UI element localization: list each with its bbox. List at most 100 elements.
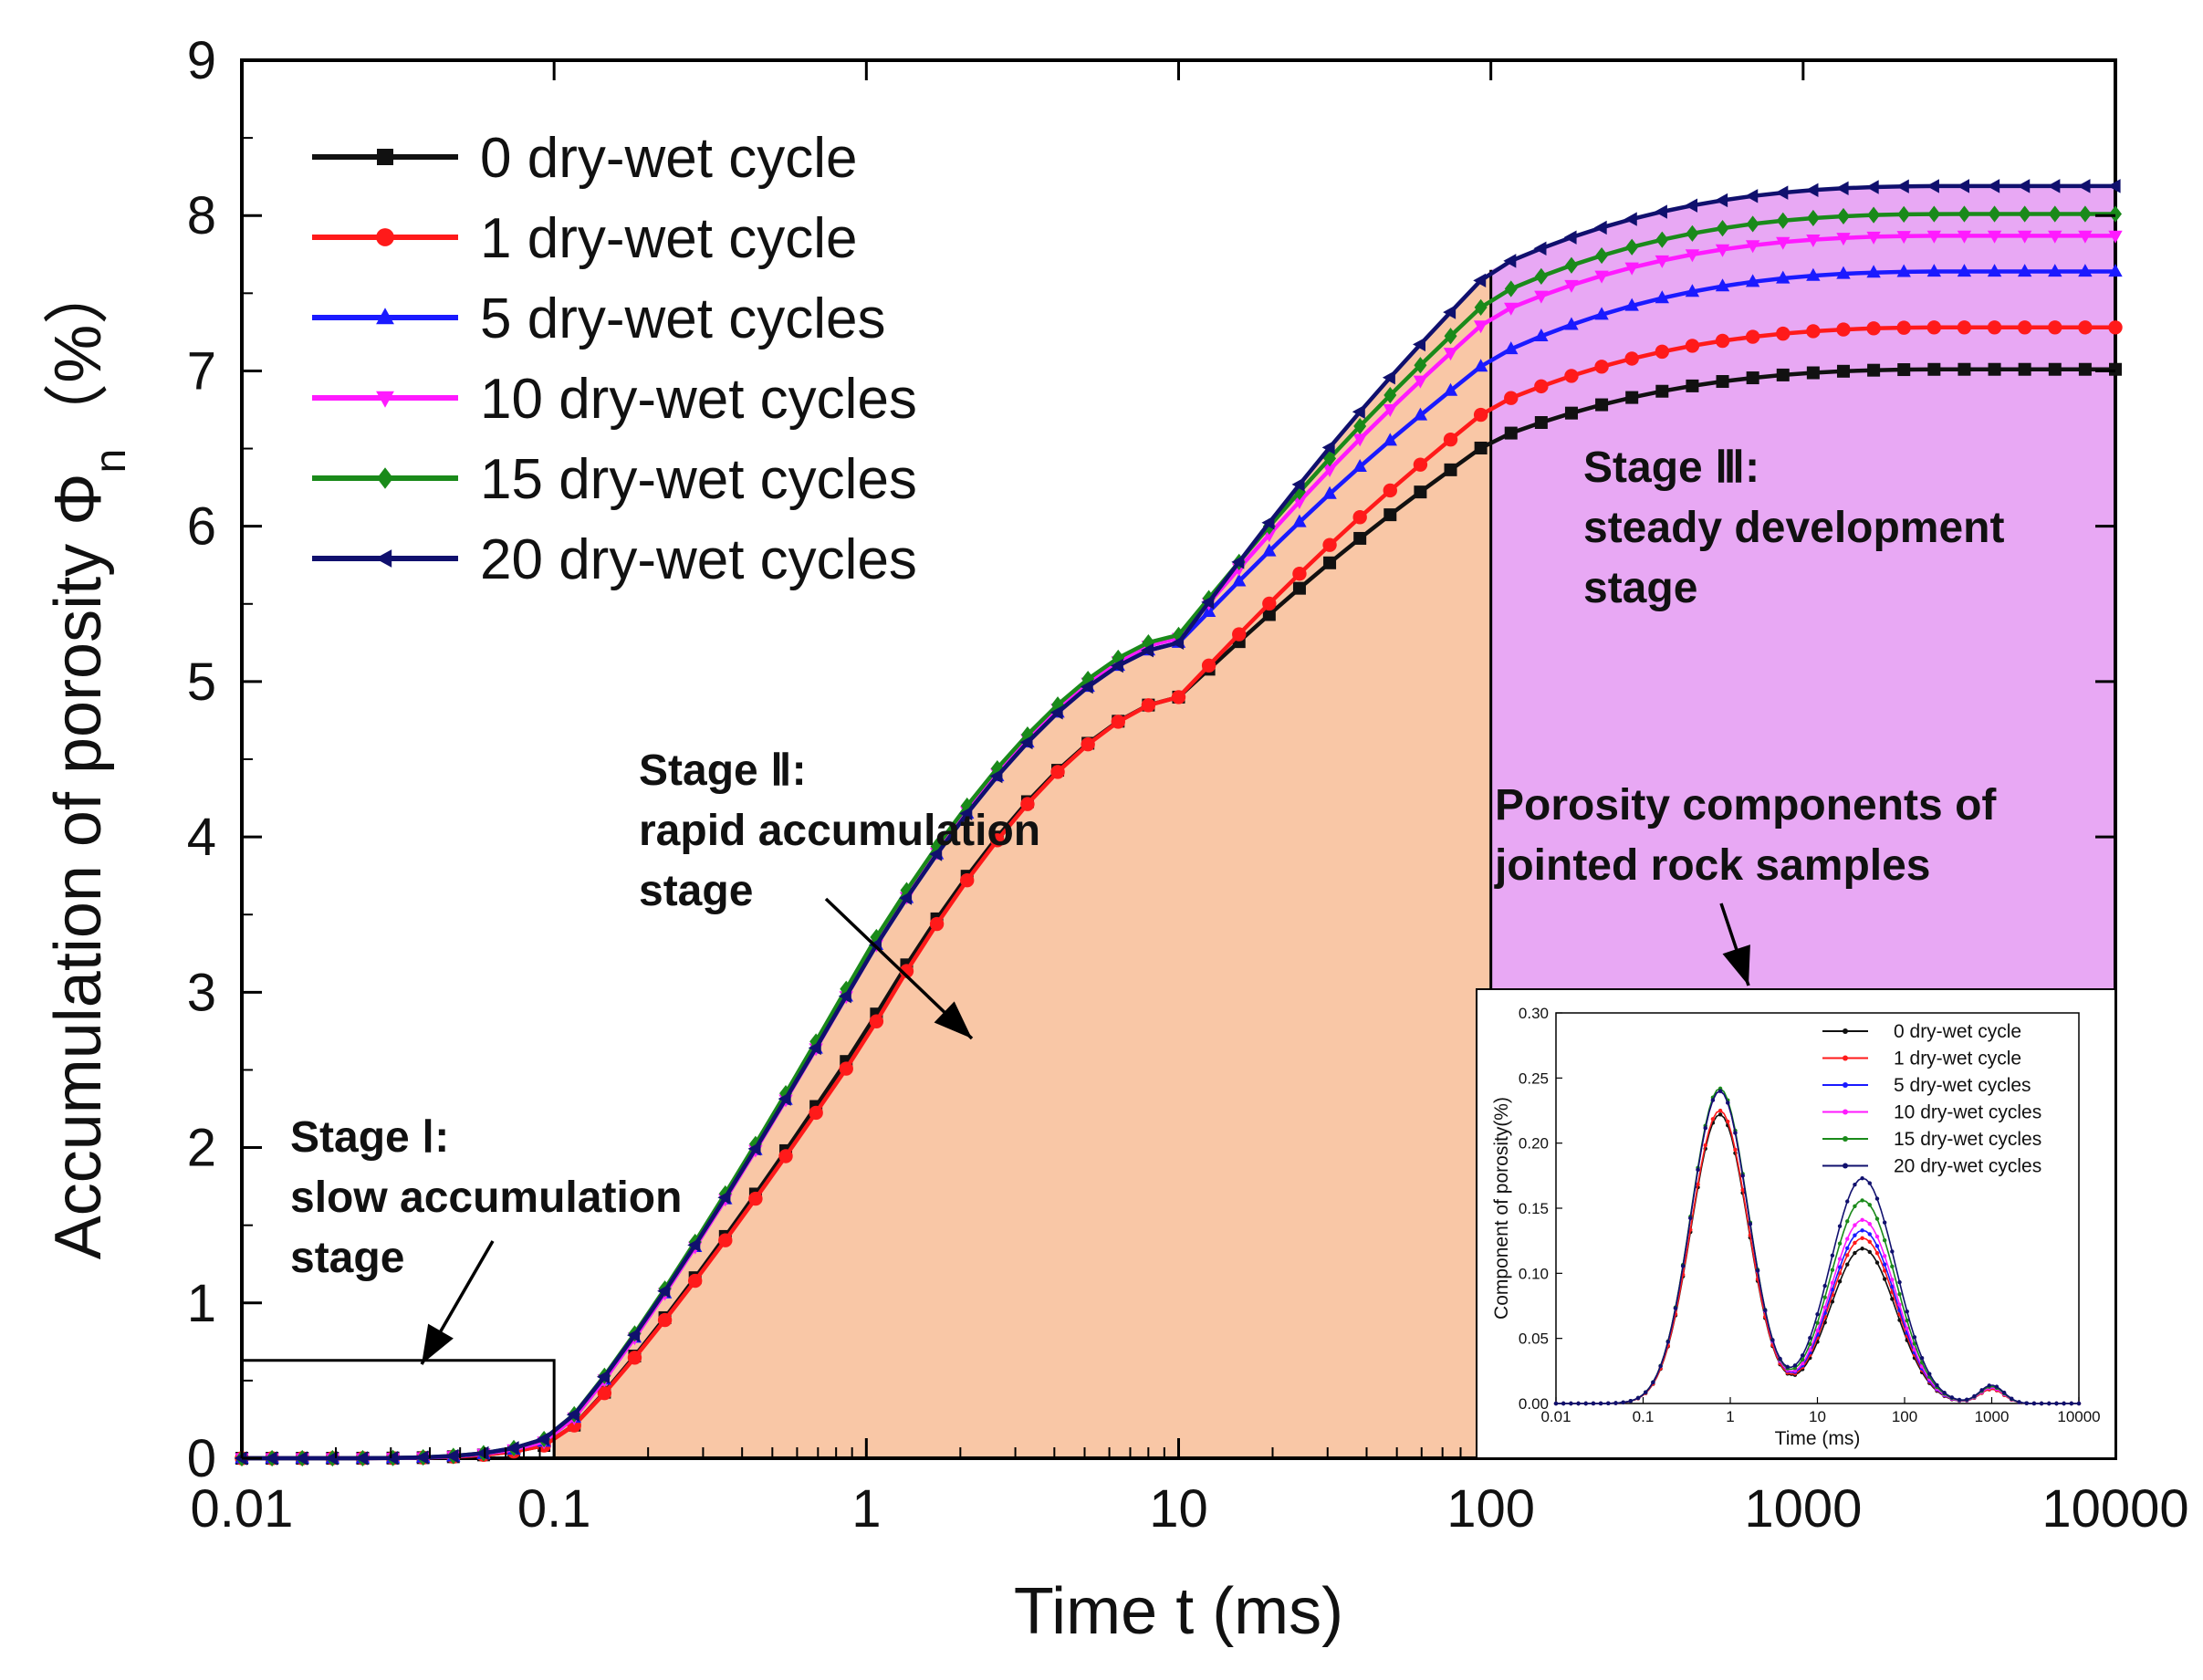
series-3-point-35 xyxy=(1292,496,1307,510)
series-2-point-41 xyxy=(1473,359,1488,372)
series-4-point-46 xyxy=(1625,238,1639,256)
series-1-point-33 xyxy=(1232,627,1247,642)
legend-entry-2: 5 dry-wet cycles xyxy=(312,287,885,350)
series-0-point-50 xyxy=(1746,371,1759,385)
series-0-point-54 xyxy=(1867,363,1881,377)
series-5-point-37 xyxy=(1352,404,1365,420)
series-0-point-56 xyxy=(1927,362,1941,376)
series-5-point-28 xyxy=(1080,679,1093,694)
series-1-point-21 xyxy=(869,1014,884,1028)
series-0-point-57 xyxy=(1958,362,1971,376)
series-4-point-48 xyxy=(1686,224,1699,242)
inset-y-tick-label-3: 0.15 xyxy=(1519,1200,1549,1217)
series-5-point-47 xyxy=(1654,204,1667,219)
inset-background xyxy=(1476,988,2116,1459)
series-4-point-23 xyxy=(930,838,944,855)
inset-chart: 0.01 0.1 1 10 100 1000 10000 0.00 0.05 0.10 0.15 0.… xyxy=(1476,988,2116,1459)
series-2-point-46 xyxy=(1624,297,1639,311)
series-5-point-9 xyxy=(506,1441,519,1456)
series-3-point-44 xyxy=(1564,279,1579,293)
legend-entry-0: 0 dry-wet cycle xyxy=(312,127,857,190)
series-1-point-47 xyxy=(1655,344,1670,360)
series-4-point-60 xyxy=(2048,205,2062,223)
series-1-point-57 xyxy=(1957,320,1972,335)
series-1-point-29 xyxy=(1111,715,1125,729)
series-2-point-45 xyxy=(1594,307,1609,320)
legend-label-2: 5 dry-wet cycles xyxy=(480,287,885,350)
y-tick-label-6: 6 xyxy=(187,497,216,557)
series-4-point-18 xyxy=(779,1084,793,1102)
inset-y-tick-label-1: 0.05 xyxy=(1519,1330,1549,1348)
series-4-point-22 xyxy=(900,882,914,899)
stage3-line-2: stage xyxy=(1583,564,1697,612)
y-tick-label-7: 7 xyxy=(187,341,216,401)
series-2-point-37 xyxy=(1352,458,1367,472)
series-5-point-48 xyxy=(1685,198,1698,213)
series-2-point-47 xyxy=(1655,290,1670,304)
series-1-point-40 xyxy=(1443,432,1458,447)
series-1-point-56 xyxy=(1926,320,1942,335)
series-3-point-48 xyxy=(1685,249,1700,263)
series-2-point-57 xyxy=(1957,264,1972,277)
series-1-point-30 xyxy=(1141,698,1156,713)
series-5-point-40 xyxy=(1443,305,1456,319)
stage2-line-0: Stage Ⅱ: xyxy=(639,746,807,795)
series-3-point-50 xyxy=(1745,240,1760,254)
series-1-point-12 xyxy=(597,1385,612,1401)
series-1-point-46 xyxy=(1624,351,1639,366)
series-5-point-11 xyxy=(566,1407,579,1422)
x-tick-label-3: 10 xyxy=(1149,1479,1208,1539)
series-0-point-62 xyxy=(2109,362,2122,376)
series-5-point-49 xyxy=(1715,193,1728,208)
series-5-point-29 xyxy=(1110,658,1123,673)
x-tick-label-4: 100 xyxy=(1446,1479,1535,1539)
series-5-point-24 xyxy=(959,806,973,821)
series-0-point-59 xyxy=(2018,362,2031,376)
legend-marker-0 xyxy=(377,149,393,165)
series-5-point-1 xyxy=(264,1451,277,1466)
series-2-point-43 xyxy=(1534,329,1549,342)
inset-x-axis-title: Time (ms) xyxy=(1775,1428,1861,1449)
inset-x-tick-label-5: 1000 xyxy=(1975,1408,2010,1425)
series-4-point-59 xyxy=(2018,205,2031,223)
series-5-point-31 xyxy=(1171,635,1185,651)
series-0-point-35 xyxy=(1292,581,1306,595)
series-5-point-2 xyxy=(294,1451,308,1466)
series-4-point-52 xyxy=(1806,209,1820,227)
series-4-point-56 xyxy=(1927,205,1941,223)
series-2-point-35 xyxy=(1292,514,1307,527)
series-3-point-56 xyxy=(1926,230,1942,244)
series-5-point-41 xyxy=(1473,273,1487,288)
series-5-point-10 xyxy=(536,1432,549,1446)
series-5-point-6 xyxy=(415,1450,429,1465)
series-4-point-40 xyxy=(1444,328,1457,345)
series-5-point-15 xyxy=(687,1237,701,1253)
inset-y-tick-label-4: 0.20 xyxy=(1519,1135,1549,1153)
series-5-point-30 xyxy=(1140,642,1154,658)
series-4-point-37 xyxy=(1353,417,1367,435)
series-5-point-23 xyxy=(929,847,943,861)
legend-label-4: 15 dry-wet cycles xyxy=(480,448,917,511)
series-5-point-3 xyxy=(324,1451,338,1466)
inset-arrow-head xyxy=(1722,944,1750,986)
series-1-point-44 xyxy=(1564,369,1579,383)
inset-y-tick-label-2: 0.10 xyxy=(1519,1265,1549,1282)
series-2-point-61 xyxy=(2078,264,2093,277)
series-0-point-43 xyxy=(1534,415,1548,429)
inset-y-axis-title: Component of porosity(%) xyxy=(1491,1097,1512,1320)
legend-entry-4: 15 dry-wet cycles xyxy=(312,448,917,511)
x-tick-label-0: 0.01 xyxy=(191,1479,294,1539)
series-1-point-36 xyxy=(1322,537,1337,552)
series-0-point-53 xyxy=(1836,364,1850,378)
series-4-point-53 xyxy=(1836,207,1850,225)
series-3-point-58 xyxy=(1987,230,2002,244)
series-0-point-51 xyxy=(1776,368,1790,381)
series-5-point-53 xyxy=(1835,181,1849,196)
series-1-point-39 xyxy=(1413,457,1428,472)
series-0-point-58 xyxy=(1988,362,2001,376)
inset-x-tick-label-2: 1 xyxy=(1726,1408,1734,1425)
series-1-point-19 xyxy=(809,1105,823,1121)
x-tick-label-2: 1 xyxy=(851,1479,881,1539)
series-1-point-58 xyxy=(1987,320,2002,335)
